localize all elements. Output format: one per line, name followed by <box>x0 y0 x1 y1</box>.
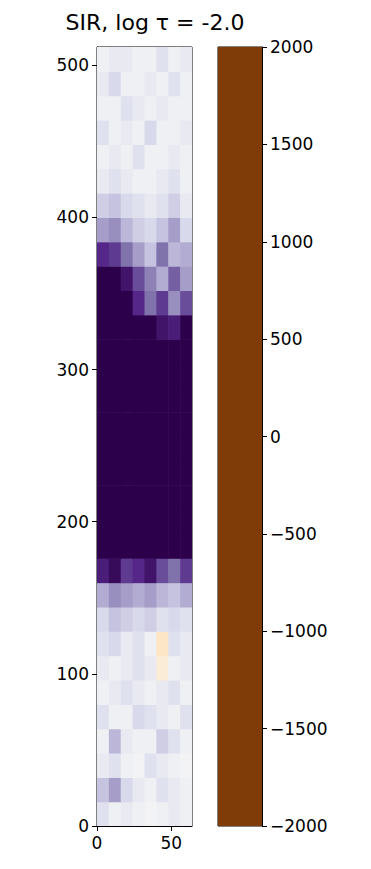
svg-text:−1500: −1500 <box>270 719 328 739</box>
svg-text:50: 50 <box>160 833 182 853</box>
svg-text:1500: 1500 <box>270 134 313 154</box>
svg-text:1000: 1000 <box>270 232 313 252</box>
svg-text:−2000: −2000 <box>270 816 328 836</box>
svg-text:SIR, log τ = -2.0: SIR, log τ = -2.0 <box>66 10 245 35</box>
svg-text:−500: −500 <box>270 524 317 544</box>
svg-text:200: 200 <box>57 512 89 532</box>
svg-text:500: 500 <box>270 329 302 349</box>
svg-text:300: 300 <box>57 360 89 380</box>
svg-text:400: 400 <box>57 207 89 227</box>
svg-text:2000: 2000 <box>270 37 313 57</box>
svg-text:0: 0 <box>78 816 89 836</box>
svg-text:0: 0 <box>270 427 281 447</box>
svg-text:−1000: −1000 <box>270 621 328 641</box>
svg-text:500: 500 <box>57 55 89 75</box>
svg-text:0: 0 <box>92 833 103 853</box>
svg-text:100: 100 <box>57 664 89 684</box>
